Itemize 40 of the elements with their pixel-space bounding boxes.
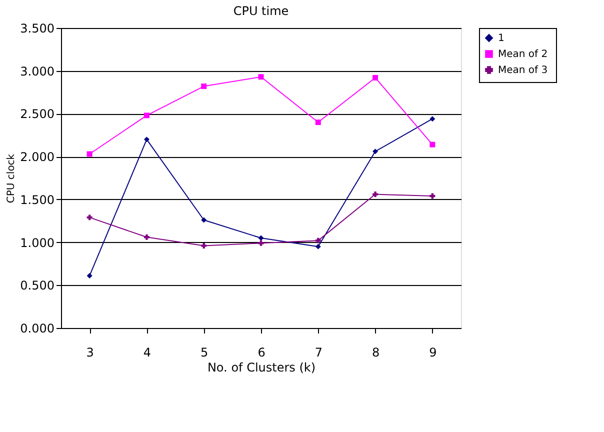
y-tick-label: 0.500 [20,278,54,293]
x-tick-label: 8 [372,346,380,360]
point [258,74,264,80]
x-tick-label: 5 [200,346,208,360]
point [201,242,207,248]
y-tick-label: 0.000 [20,322,54,336]
point [258,235,264,241]
chart-title: CPU time [233,4,289,18]
point [86,151,92,157]
y-tick-label: 1.500 [20,192,54,207]
y-axis-title: CPU clock [6,154,18,204]
point [315,120,321,126]
y-tick-label: 2.000 [20,150,54,164]
point [430,116,436,122]
x-tick-label: 9 [429,346,437,360]
point [315,238,321,244]
point [201,217,207,223]
x-tick-label: 4 [143,346,152,360]
y-tick-label: 1.000 [20,236,54,250]
y-tick-label: 3.000 [20,64,54,78]
point [144,136,150,142]
x-tick-label: 7 [314,346,322,360]
y-tick-label: 2.500 [20,107,54,122]
point [372,74,378,80]
point [86,214,92,220]
y-tick-label: 3.500 [20,22,54,36]
point [430,142,436,148]
x-tick-label: 6 [258,346,266,360]
point [86,272,92,278]
point [372,148,378,154]
point [315,244,321,250]
legend-label: Mean of 3 [498,65,548,76]
legend-label: Mean of 2 [498,49,548,60]
legend-label: 1 [498,33,504,44]
point [372,192,378,198]
x-tick-label: 3 [86,346,94,360]
point [144,112,150,118]
point [144,234,150,240]
x-axis-title: No. of Clusters (k) [207,360,316,374]
point [201,84,207,90]
